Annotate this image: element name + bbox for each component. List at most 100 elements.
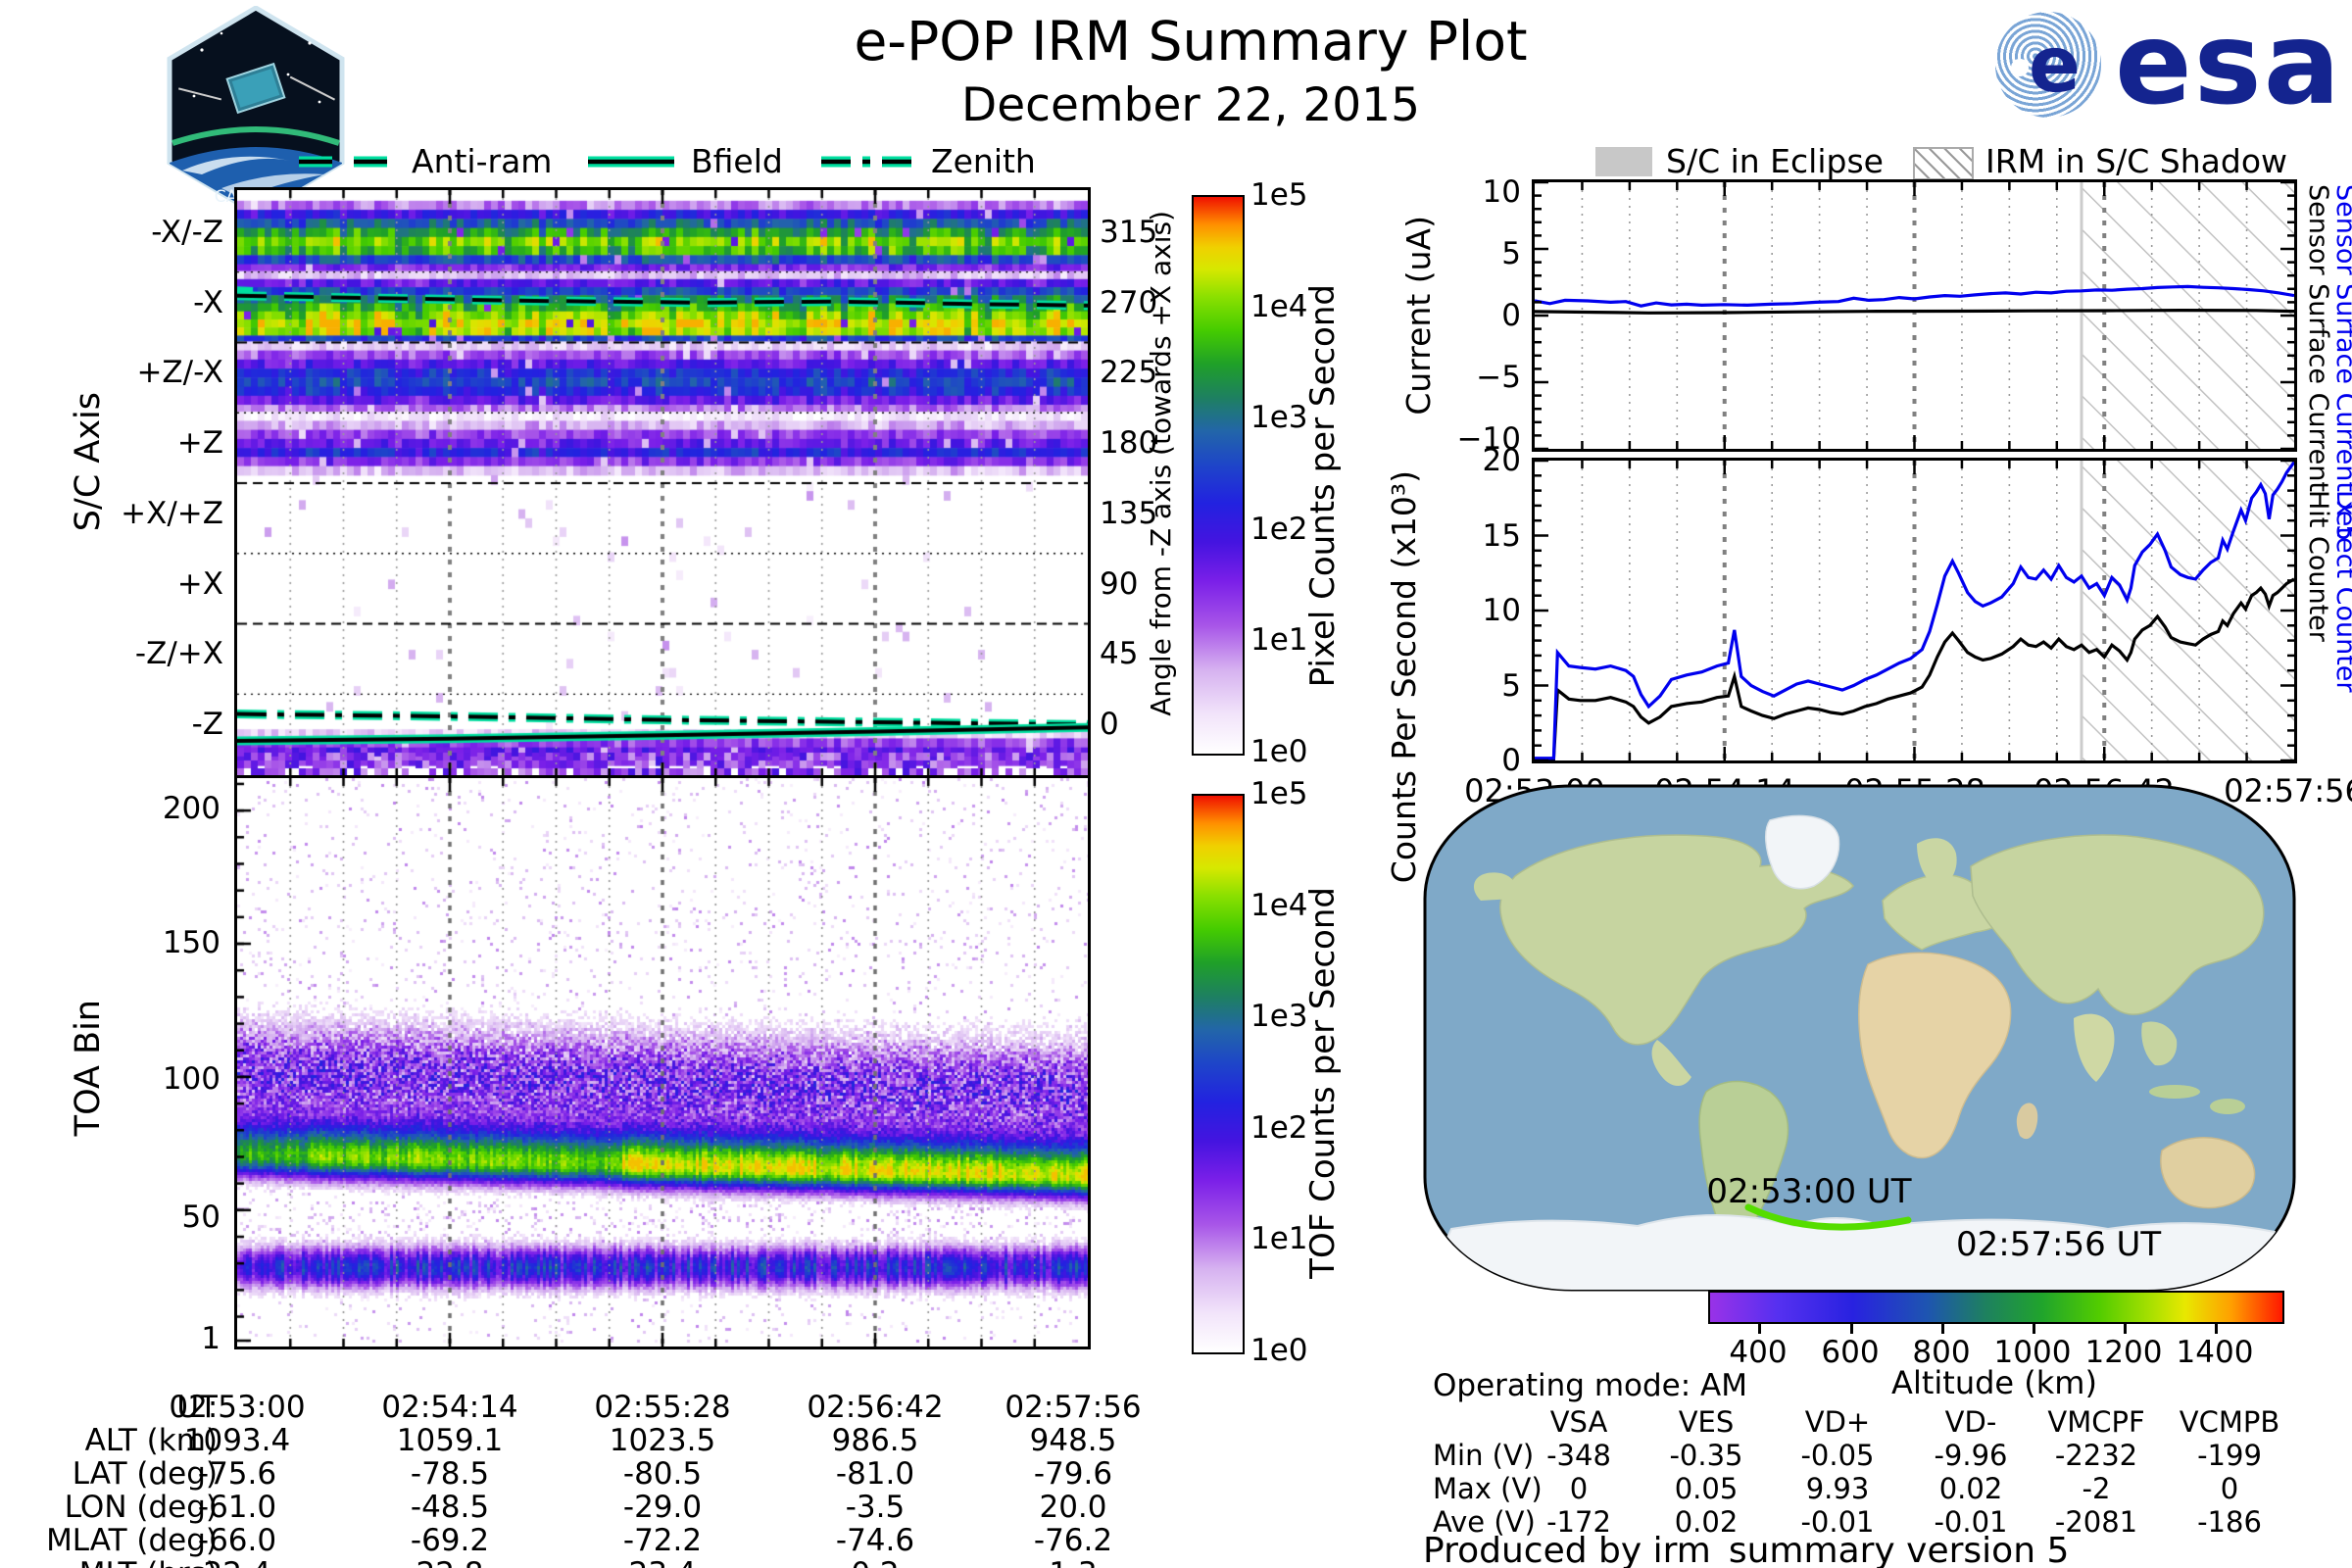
pixel-colorbar-tick-1e1: 1e1	[1250, 622, 1308, 659]
tof-colorbar-tick-1e2: 1e2	[1250, 1109, 1308, 1146]
series-hit-counter	[1535, 577, 2295, 761]
current-right-label-black: Sensor Surface Current	[2303, 184, 2333, 492]
sensor_current-svg	[1534, 180, 2295, 451]
altitude-tick-mark	[2124, 1322, 2127, 1334]
pixel-colorbar-label: Pixel Counts per Second	[1303, 284, 1343, 688]
current-y-tick--5: −5	[1476, 360, 1521, 395]
anti-ram-label: Anti-ram	[412, 142, 553, 180]
current-y-tick--10: −10	[1456, 421, 1521, 457]
eclipse-label: S/C in Eclipse	[1666, 142, 1884, 180]
counts-y-tick-0: 0	[1501, 743, 1521, 778]
region-india	[2074, 1013, 2115, 1082]
ephemeris-cell: -61.0	[197, 1490, 277, 1525]
altitude-tick-mark	[1941, 1322, 1944, 1334]
anti-ram-line-icon	[299, 156, 397, 168]
ephemeris-row-label: LON (deg)	[64, 1490, 218, 1525]
spectrogram1-category-+Z/-X: +Z/-X	[136, 355, 223, 391]
voltage-row-label: Min (V)	[1433, 1439, 1535, 1472]
region-greenland	[1765, 814, 1840, 890]
eclipse-swatch-icon	[1595, 147, 1652, 176]
pixel-colorbar-tick-1e5: 1e5	[1250, 177, 1308, 213]
spectrogram1-right-tick-180: 180	[1100, 425, 1158, 462]
altitude-tick-1000: 1000	[1993, 1335, 2072, 1370]
ephemeris-cell: 02:55:28	[594, 1390, 731, 1425]
voltage-column-VCMPB: VCMPB	[2179, 1405, 2280, 1439]
patch-stars	[192, 31, 321, 104]
shadow-swatch-icon	[1913, 147, 1974, 180]
pixel-colorbar-tick-1e3: 1e3	[1250, 400, 1308, 436]
ephemeris-cell: 22.8	[357, 1556, 543, 1568]
ephemeris-cell: 1093.4	[183, 1423, 291, 1458]
ephemeris-cell: -3.5	[845, 1490, 906, 1525]
tof-colorbar-tick-1e5: 1e5	[1250, 776, 1308, 811]
track-start-time: 02:53:00 UT	[1706, 1172, 1911, 1211]
ephemeris-cell: 1059.1	[396, 1423, 504, 1458]
bfield-line-icon	[588, 156, 674, 168]
current-y-tick-10: 10	[1482, 174, 1521, 210]
voltage-column-VMCPF: VMCPF	[2047, 1405, 2145, 1439]
tof-colorbar	[1192, 794, 1245, 1354]
region-alaska	[1473, 872, 1516, 901]
sensor-current-plot	[1532, 179, 2297, 452]
counts-y-tick-5: 5	[1501, 667, 1521, 704]
island-new-guinea	[2210, 1099, 2245, 1114]
ephemeris-cell: 1023.5	[609, 1423, 716, 1458]
ephemeris-cell: -75.6	[197, 1456, 277, 1492]
tof-colorbar-tick-1e0: 1e0	[1250, 1333, 1308, 1368]
ephemeris-cell: -74.6	[835, 1523, 915, 1558]
esa-logo-globe-icon: e	[1995, 12, 2101, 118]
altitude-tick-800: 800	[1912, 1335, 1971, 1370]
spectrogram1-right-tick-0: 0	[1100, 707, 1119, 743]
series-detect-counter	[1535, 461, 2296, 760]
spectrogram1-right-axis-label: Angle from -Z axis (towards +X axis)	[1145, 211, 1177, 716]
ephemeris-cell: -29.0	[622, 1490, 703, 1525]
ephemeris-cell: 0.2	[782, 1556, 968, 1568]
altitude-tick-mark	[2215, 1322, 2218, 1334]
tof-colorbar-label: TOF Counts per Second	[1303, 887, 1343, 1279]
ephemeris-row-label: UT	[176, 1390, 218, 1425]
voltage-cell: -0.01	[1800, 1505, 1875, 1539]
esa-logo-text: esa	[2115, 0, 2342, 130]
voltage-cell: -2081	[2054, 1505, 2138, 1539]
irm-shadow-region	[2082, 182, 2294, 449]
ground-track-map: 02:53:00 UT 02:57:56 UT	[1423, 784, 2296, 1292]
ephemeris-cell: -76.2	[1033, 1523, 1113, 1558]
spectrogram1-right-tick-90: 90	[1100, 565, 1139, 602]
altitude-tick-mark	[2033, 1322, 2035, 1334]
voltage-cell: -2232	[2054, 1439, 2138, 1472]
ephemeris-cell: -81.0	[835, 1456, 915, 1492]
voltage-column-VES: VES	[1678, 1405, 1735, 1439]
spectrogram2-y-tick-1: 1	[201, 1321, 220, 1356]
voltage-cell: 0	[2220, 1472, 2239, 1505]
continent-australia	[2160, 1137, 2256, 1209]
ephemeris-cell: -72.2	[622, 1523, 703, 1558]
counts-y-tick-10: 10	[1482, 593, 1521, 628]
tof-colorbar-tick-1e1: 1e1	[1250, 1221, 1308, 1257]
page-title: e-POP IRM Summary Plot	[854, 10, 1528, 73]
ephemeris-cell: 02:53:00	[169, 1390, 306, 1425]
spectrogram1-category-+X/+Z: +X/+Z	[121, 495, 223, 531]
voltage-cell: -199	[2197, 1439, 2262, 1472]
series-sensor-surface-current	[1534, 308, 2295, 315]
ephemeris-cell: -48.5	[410, 1490, 490, 1525]
toa-spectrogram-plot	[234, 775, 1091, 1349]
voltage-row-label: Max (V)	[1433, 1472, 1543, 1505]
bfield-label: Bfield	[691, 142, 783, 180]
voltage-column-VD-: VD-	[1944, 1405, 1997, 1439]
pixel-colorbar-tick-1e4: 1e4	[1250, 288, 1308, 324]
spectrogram2-y-tick-100: 100	[162, 1061, 220, 1097]
spectrogram1-category--Z: -Z	[191, 707, 223, 743]
spectrogram1-category--Z/+X: -Z/+X	[134, 636, 223, 672]
ephemeris-cell: 986.5	[831, 1423, 919, 1458]
altitude-tick-mark	[1850, 1322, 1853, 1334]
ephemeris-row-label: MLAT (deg)	[46, 1523, 218, 1558]
counts-right-label-blue: Detect Counter	[2330, 490, 2352, 693]
voltage-cell: -186	[2197, 1505, 2262, 1539]
voltage-column-VD+: VD+	[1804, 1405, 1871, 1439]
region-scandinavia	[1917, 838, 1957, 889]
pixel-colorbar-tick-1e2: 1e2	[1250, 511, 1308, 547]
altitude-colorbar-label: Altitude (km)	[1891, 1364, 2097, 1401]
page-date: December 22, 2015	[961, 78, 1420, 132]
pixel-colorbar-tick-1e0: 1e0	[1250, 734, 1308, 769]
spectrogram2-y-tick-150: 150	[162, 925, 220, 960]
